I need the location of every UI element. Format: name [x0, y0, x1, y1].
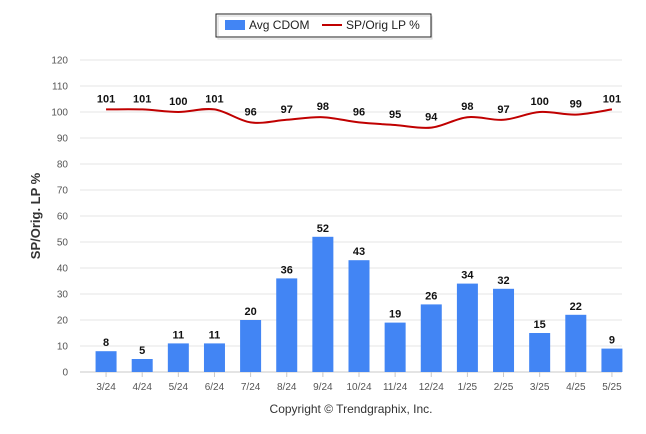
y-axis-ticks: 0 10 20 30 40 50 60 70 80 90 100 110 120 [51, 56, 68, 379]
y-tick-label: 40 [57, 264, 69, 275]
bar-avg-cdom [276, 278, 298, 372]
line-data-label: 100 [169, 96, 187, 108]
bar-avg-cdom [167, 343, 189, 372]
y-axis-title: SP/Orig. LP % [28, 172, 43, 259]
y-tick-label: 110 [52, 82, 68, 93]
y-tick-label: 50 [57, 238, 69, 249]
line-data-label: 101 [97, 93, 115, 105]
x-tick-label: 10/24 [346, 382, 371, 393]
bar-data-label: 19 [389, 309, 401, 321]
bar-data-label: 43 [353, 246, 365, 258]
x-tick-label: 8/24 [277, 382, 297, 393]
bar-data-label: 20 [244, 306, 256, 318]
bar-avg-cdom [240, 320, 262, 372]
bar-avg-cdom [203, 343, 225, 372]
x-tick-label: 6/24 [205, 382, 225, 393]
line-data-label: 97 [497, 104, 509, 116]
line-series-sp-orig-lp: 101 101 100 101 96 97 98 96 95 94 98 97 100 99 101 [97, 93, 621, 129]
x-tick-label: 12/24 [419, 382, 444, 393]
bar-data-label: 34 [461, 270, 474, 282]
bar-avg-cdom [312, 236, 334, 372]
bar-data-label: 15 [534, 319, 546, 331]
line-data-label: 101 [603, 93, 621, 105]
bar-data-label: 36 [281, 264, 293, 276]
x-tick-label: 11/24 [383, 382, 408, 393]
bar-avg-cdom [493, 288, 515, 372]
y-tick-label: 100 [51, 108, 68, 119]
y-tick-label: 90 [57, 134, 69, 145]
bar-avg-cdom [529, 333, 551, 372]
bar-avg-cdom [384, 322, 406, 372]
bar-data-label: 11 [173, 329, 185, 341]
legend-label-sp-orig-lp: SP/Orig LP % [346, 18, 420, 32]
bar-avg-cdom [420, 304, 442, 372]
bar-data-label: 8 [103, 337, 109, 349]
y-tick-label: 20 [57, 316, 69, 327]
bar-series-avg-cdom: 8 5 11 11 20 36 52 43 19 26 34 32 15 22 9 [95, 223, 623, 372]
x-tick-label: 5/24 [169, 382, 189, 393]
bar-avg-cdom [456, 283, 478, 372]
x-axis-ticks: 3/24 4/24 5/24 6/24 7/24 8/24 9/24 10/24 11/24 12… [96, 372, 622, 393]
line-data-label: 101 [205, 93, 223, 105]
line-data-label: 100 [530, 96, 548, 108]
y-tick-label: 10 [57, 342, 69, 353]
bar-avg-cdom [131, 359, 153, 372]
x-tick-label: 2/25 [494, 382, 514, 393]
y-tick-label: 30 [57, 290, 69, 301]
bar-avg-cdom [95, 351, 117, 372]
bar-data-label: 26 [425, 290, 437, 302]
line-data-label: 96 [244, 106, 256, 118]
x-tick-label: 3/24 [96, 382, 116, 393]
bar-data-label: 52 [317, 223, 329, 235]
y-tick-label: 70 [57, 186, 69, 197]
x-tick-label: 1/25 [458, 382, 478, 393]
bar-data-label: 5 [139, 345, 145, 357]
legend: Avg CDOM SP/Orig LP % [215, 13, 433, 40]
line-data-label: 97 [281, 104, 293, 116]
copyright-footer: Copyright © Trendgraphix, Inc. [270, 402, 433, 416]
y-tick-label: 80 [57, 160, 69, 171]
y-tick-label: 60 [57, 212, 69, 223]
line-data-label: 101 [133, 93, 151, 105]
x-tick-label: 9/24 [313, 382, 333, 393]
bar-avg-cdom [565, 314, 587, 372]
bar-data-label: 9 [609, 335, 615, 347]
bar-data-label: 11 [209, 329, 221, 341]
line-sp-orig-lp [106, 108, 613, 129]
bar-data-label: 22 [570, 301, 582, 313]
x-tick-label: 7/24 [241, 382, 261, 393]
line-data-label: 94 [425, 112, 438, 124]
x-tick-label: 4/25 [566, 382, 586, 393]
x-tick-label: 5/25 [602, 382, 622, 393]
bar-data-label: 32 [497, 275, 509, 287]
legend-label-avg-cdom: Avg CDOM [249, 18, 309, 32]
x-tick-label: 4/24 [132, 382, 152, 393]
line-data-label: 98 [317, 101, 329, 113]
line-data-label: 99 [570, 99, 582, 111]
line-data-label: 95 [389, 109, 401, 121]
line-data-label: 96 [353, 106, 365, 118]
y-tick-label: 120 [51, 56, 68, 67]
legend-swatch-avg-cdom [225, 20, 245, 30]
y-tick-label: 0 [62, 368, 68, 379]
x-tick-label: 3/25 [530, 382, 550, 393]
bar-avg-cdom [348, 260, 370, 372]
line-data-label: 98 [461, 101, 473, 113]
bar-avg-cdom [601, 348, 623, 372]
